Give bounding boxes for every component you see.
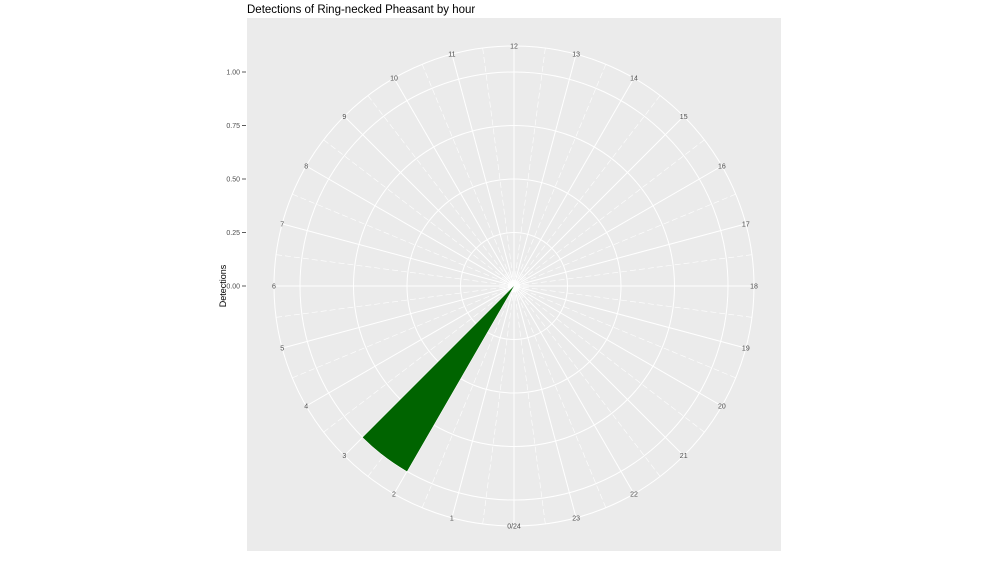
y-tick-label: 0.50 bbox=[226, 177, 240, 184]
hour-label: 23 bbox=[572, 515, 580, 522]
hour-label: 0/24 bbox=[507, 524, 521, 531]
hour-label: 7 bbox=[280, 221, 284, 228]
minor-gridline bbox=[276, 254, 515, 287]
major-gridline bbox=[451, 54, 515, 287]
major-gridline bbox=[513, 285, 723, 407]
hour-label: 9 bbox=[342, 114, 346, 121]
bars bbox=[362, 286, 514, 472]
hour-label: 2 bbox=[392, 491, 396, 498]
minor-gridline bbox=[513, 193, 736, 287]
major-gridline bbox=[343, 115, 515, 287]
minor-gridline bbox=[292, 193, 515, 287]
minor-gridline bbox=[323, 285, 515, 433]
major-gridline bbox=[513, 165, 723, 287]
minor-gridline bbox=[513, 285, 736, 379]
major-gridline bbox=[282, 223, 515, 287]
hour-label: 11 bbox=[448, 52, 455, 59]
minor-gridline bbox=[421, 285, 515, 508]
radial-gridline bbox=[460, 232, 568, 340]
outer-gridline bbox=[273, 45, 755, 527]
minor-gridline bbox=[323, 139, 515, 287]
hour-label: 13 bbox=[572, 52, 580, 59]
hour-label: 21 bbox=[680, 453, 688, 460]
major-gridline bbox=[393, 77, 515, 287]
hour-label: 1 bbox=[450, 515, 454, 522]
hour-label: 8 bbox=[304, 164, 308, 171]
y-axis: 0.00 0.25 0.50 0.75 1.00 bbox=[226, 70, 246, 291]
minor-gridline bbox=[482, 285, 515, 524]
y-tick-label: 0.00 bbox=[226, 284, 240, 291]
hour-label: 10 bbox=[390, 76, 398, 83]
radial-gridline bbox=[406, 178, 622, 394]
major-gridline bbox=[451, 285, 515, 518]
minor-gridline bbox=[513, 48, 546, 287]
hour-label: 18 bbox=[750, 284, 758, 291]
radial-gridline bbox=[353, 125, 675, 447]
y-tick-label: 0.75 bbox=[226, 123, 240, 130]
minor-gridline bbox=[513, 95, 661, 287]
hour-label: 16 bbox=[718, 164, 726, 171]
y-axis-title: Detections bbox=[218, 264, 228, 307]
major-gridline bbox=[513, 285, 685, 457]
minor-gridline bbox=[513, 285, 607, 508]
major-gridline bbox=[513, 285, 577, 518]
minor-gridline bbox=[513, 64, 607, 287]
chart-title: Detections of Ring-necked Pheasant by ho… bbox=[247, 4, 475, 16]
major-gridline bbox=[513, 54, 577, 287]
grid bbox=[273, 45, 755, 527]
y-tick-label: 1.00 bbox=[226, 70, 240, 77]
major-gridline bbox=[513, 223, 746, 287]
hour-label: 20 bbox=[718, 404, 726, 411]
hour-label: 22 bbox=[630, 491, 638, 498]
major-gridline bbox=[513, 77, 635, 287]
minor-gridline bbox=[513, 285, 752, 318]
hour-label: 12 bbox=[510, 44, 518, 51]
hour-label: 6 bbox=[272, 284, 276, 291]
major-gridline bbox=[305, 165, 515, 287]
minor-gridline bbox=[513, 254, 752, 287]
hour-label: 14 bbox=[630, 76, 638, 83]
hour-label: 17 bbox=[742, 221, 750, 228]
minor-gridline bbox=[276, 285, 515, 318]
major-gridline bbox=[513, 285, 746, 349]
major-gridline bbox=[305, 285, 515, 407]
minor-gridline bbox=[513, 285, 661, 477]
y-tick-label: 0.25 bbox=[226, 230, 240, 237]
major-gridline bbox=[513, 115, 685, 287]
hour-labels: 0/24123456789101112131415161718192021222… bbox=[272, 44, 758, 531]
hour-label: 15 bbox=[680, 114, 688, 121]
minor-gridline bbox=[513, 285, 546, 524]
hour-label: 5 bbox=[280, 346, 284, 353]
minor-gridline bbox=[421, 64, 515, 287]
bar bbox=[362, 286, 514, 472]
major-gridline bbox=[513, 285, 635, 495]
minor-gridline bbox=[292, 285, 515, 379]
hour-label: 19 bbox=[742, 346, 750, 353]
major-gridline bbox=[282, 285, 515, 349]
hour-label: 4 bbox=[304, 404, 308, 411]
minor-gridline bbox=[513, 139, 705, 287]
hour-label: 3 bbox=[342, 453, 346, 460]
minor-gridline bbox=[367, 95, 515, 287]
minor-gridline bbox=[513, 285, 705, 433]
minor-gridline bbox=[482, 48, 515, 287]
radial-gridline bbox=[299, 71, 729, 501]
